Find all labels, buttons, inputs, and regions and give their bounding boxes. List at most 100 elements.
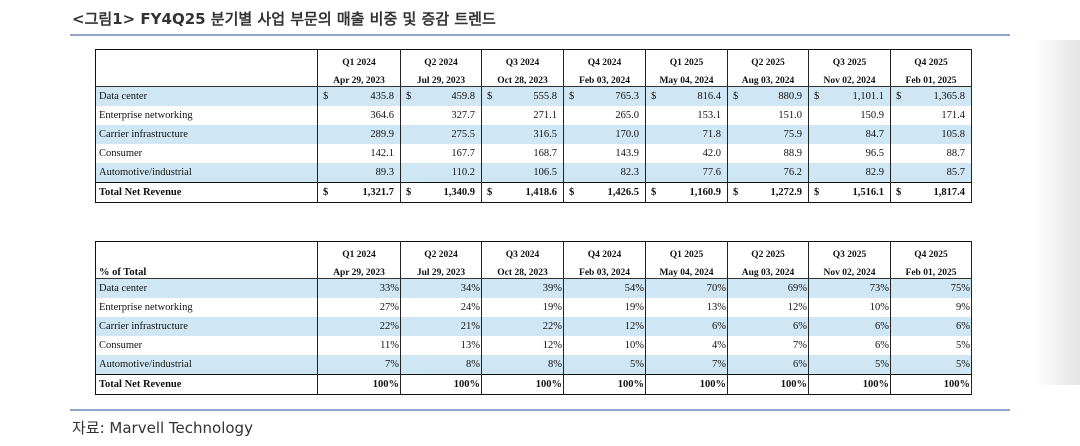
header-corner: [95, 49, 318, 68]
value-text: 100%: [372, 379, 399, 390]
value-text: 143.9: [615, 148, 639, 159]
value-text: 289.9: [370, 129, 394, 140]
value-text: 10%: [869, 302, 889, 313]
share-table: Q1 2024 Q2 2024 Q3 2024 Q4 2024 Q1 2025 Q2 20…: [95, 241, 972, 395]
header-quarter: Q1 2024: [317, 49, 401, 68]
value-text: 11%: [380, 340, 399, 351]
value-text: 1,418.6: [525, 187, 558, 198]
header-label: [95, 68, 318, 87]
cell-value: 5%: [563, 355, 646, 375]
value-text: 142.1: [370, 148, 394, 159]
total-value: 100%: [890, 374, 972, 395]
header-row-quarter: Q1 2024 Q2 2024 Q3 2024 Q4 2024 Q1 2025 Q2 20…: [95, 49, 972, 68]
value-text: 106.5: [533, 167, 557, 178]
value-text: 21%: [460, 321, 480, 332]
cell-value: 150.9: [808, 106, 891, 125]
value-text: 271.1: [533, 110, 557, 121]
value-text: 435.8: [370, 91, 394, 102]
total-value: 100%: [400, 374, 482, 395]
header-date: Nov 02, 2024: [808, 68, 891, 87]
cell-value: 89.3: [317, 163, 401, 183]
cell-value: 6%: [645, 317, 728, 336]
currency-symbol: $: [569, 187, 575, 198]
cell-value: 171.4: [890, 106, 972, 125]
value-text: 5%: [956, 340, 970, 351]
value-text: 170.0: [615, 129, 639, 140]
cell-value: $555.8: [481, 86, 564, 106]
value-text: 7%: [793, 340, 807, 351]
total-value: $1,817.4: [890, 182, 972, 203]
value-text: 1,426.5: [607, 187, 640, 198]
header-quarter: Q4 2024: [563, 49, 646, 68]
table-row: Carrier infrastructure 289.9 275.5 316.5 170…: [95, 125, 972, 144]
cell-value: 82.3: [563, 163, 646, 183]
value-text: 77.6: [702, 167, 721, 178]
table-row: Enterprise networking 364.6 327.7 271.1 265.…: [95, 106, 972, 125]
table-row: Automotive/industrial 7% 8% 8% 5% 7% 6% 5% 5%: [95, 355, 972, 375]
value-text: 100%: [453, 379, 480, 390]
currency-symbol: $: [896, 187, 902, 198]
cell-value: 316.5: [481, 125, 564, 144]
value-text: 8%: [466, 359, 480, 370]
cell-value: $880.9: [727, 86, 809, 106]
value-text: 88.9: [783, 148, 802, 159]
cell-value: 19%: [481, 298, 564, 317]
value-text: 19%: [542, 302, 562, 313]
header-row-date: % of Total Apr 29, 2023 Jul 29, 2023 Oct 28…: [95, 260, 972, 279]
cell-value: 168.7: [481, 144, 564, 163]
cell-value: 12%: [727, 298, 809, 317]
table-row: Enterprise networking 27% 24% 19% 19% 13% 12% 1…: [95, 298, 972, 317]
cell-value: 7%: [645, 355, 728, 375]
cell-value: 9%: [890, 298, 972, 317]
total-value: $1,418.6: [481, 182, 564, 203]
currency-symbol: $: [814, 91, 820, 102]
value-text: 75%: [950, 283, 970, 294]
header-date: Feb 03, 2024: [563, 68, 646, 87]
value-text: 105.8: [941, 129, 965, 140]
table-row: Data center $435.8 $459.8 $555.8 $765.3 $816.…: [95, 86, 972, 106]
value-text: 6%: [956, 321, 970, 332]
cell-value: 7%: [317, 355, 401, 375]
total-value: $1,340.9: [400, 182, 482, 203]
value-text: 33%: [379, 283, 399, 294]
table-row: Automotive/industrial 89.3 110.2 106.5 82.3 7…: [95, 163, 972, 183]
value-text: 5%: [630, 359, 644, 370]
value-text: 1,365.8: [933, 91, 966, 102]
header-quarter: Q3 2024: [481, 49, 564, 68]
value-text: 1,516.1: [852, 187, 885, 198]
value-text: 1,340.9: [443, 187, 476, 198]
total-value: $1,516.1: [808, 182, 891, 203]
cell-value: 75%: [890, 278, 972, 298]
total-value: 100%: [481, 374, 564, 395]
revenue-table: Q1 2024 Q2 2024 Q3 2024 Q4 2024 Q1 2025 Q2 20…: [95, 49, 972, 203]
header-quarter: Q2 2024: [400, 241, 482, 260]
value-text: 12%: [542, 340, 562, 351]
value-text: 12%: [787, 302, 807, 313]
table-row: Data center 33% 34% 39% 54% 70% 69% 73% 75%: [95, 278, 972, 298]
value-text: 8%: [548, 359, 562, 370]
value-text: 10%: [624, 340, 644, 351]
value-text: 19%: [624, 302, 644, 313]
value-text: 22%: [542, 321, 562, 332]
header-date: May 04, 2024: [645, 68, 728, 87]
cell-value: 22%: [481, 317, 564, 336]
cell-value: 5%: [808, 355, 891, 375]
header-quarter: Q1 2025: [645, 241, 728, 260]
cell-value: 71.8: [645, 125, 728, 144]
header-quarter: Q2 2025: [727, 241, 809, 260]
header-row-date: Apr 29, 2023 Jul 29, 2023 Oct 28, 2023 Feb …: [95, 68, 972, 87]
value-text: 84.7: [865, 129, 884, 140]
cell-value: 54%: [563, 278, 646, 298]
row-label: Enterprise networking: [95, 106, 318, 125]
cell-value: 10%: [563, 336, 646, 355]
header-date: Feb 03, 2024: [563, 260, 646, 279]
cell-value: 82.9: [808, 163, 891, 183]
value-text: 6%: [875, 340, 889, 351]
header-corner: [95, 241, 318, 260]
value-text: 5%: [956, 359, 970, 370]
value-text: 22%: [379, 321, 399, 332]
total-row: Total Net Revenue 100% 100% 100% 100% 100% 100…: [95, 374, 972, 395]
value-text: 168.7: [533, 148, 557, 159]
cell-value: 33%: [317, 278, 401, 298]
cell-value: 7%: [727, 336, 809, 355]
